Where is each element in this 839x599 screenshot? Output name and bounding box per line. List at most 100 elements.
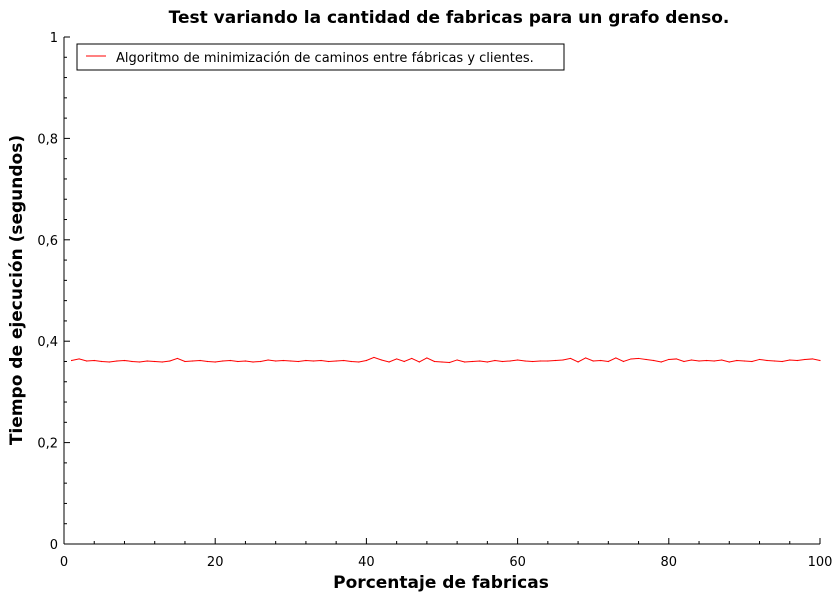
- data-point: [335, 360, 337, 362]
- plot-area: [63, 37, 820, 545]
- x-axis-label: Porcentaje de fabricas: [333, 573, 549, 593]
- data-point: [706, 359, 708, 362]
- x-tick-label: 60: [509, 555, 526, 570]
- data-point: [305, 359, 307, 362]
- legend-box: [76, 43, 565, 71]
- data-point: [622, 360, 625, 363]
- data-point: [547, 360, 549, 362]
- data-point: [237, 360, 239, 363]
- data-point: [207, 360, 209, 363]
- data-point: [721, 359, 723, 361]
- data-point: [637, 357, 640, 360]
- data-point: [433, 360, 436, 363]
- y-tick-label: 0,6: [37, 234, 58, 249]
- data-point: [456, 359, 458, 361]
- data-point: [199, 359, 201, 362]
- data-point: [108, 361, 110, 363]
- data-point: [464, 361, 466, 363]
- data-point: [86, 360, 88, 362]
- data-point: [123, 359, 126, 362]
- data-point: [690, 359, 693, 361]
- legend: Algoritmo de minimización de caminos ent…: [76, 43, 565, 71]
- x-tick-label: 0: [60, 555, 68, 570]
- legend-label: Algoritmo de minimización de caminos ent…: [116, 51, 534, 66]
- data-point: [380, 359, 383, 361]
- data-point: [267, 359, 269, 361]
- data-point: [290, 360, 292, 362]
- x-axis: 0 20 40 60 80 100: [60, 538, 833, 570]
- data-point: [471, 360, 473, 363]
- data-point: [607, 360, 609, 363]
- data-point: [494, 359, 496, 362]
- data-point: [70, 359, 73, 362]
- data-point: [819, 359, 821, 362]
- data-point: [320, 359, 322, 362]
- y-axis-label: Tiempo de ejecución (segundos): [7, 135, 27, 445]
- chart-title: Test variando la cantidad de fabricas pa…: [169, 8, 730, 28]
- data-point: [524, 360, 526, 362]
- y-tick-label: 0,8: [37, 132, 58, 147]
- data-point: [585, 357, 587, 359]
- data-point: [479, 360, 481, 362]
- data-point: [698, 360, 700, 362]
- data-point: [396, 358, 398, 360]
- x-tick-label: 40: [358, 555, 375, 570]
- data-point: [743, 360, 746, 362]
- data-point: [388, 361, 390, 363]
- data-point: [728, 361, 730, 363]
- data-point: [569, 357, 572, 360]
- data-point: [486, 361, 488, 363]
- data-point: [93, 359, 95, 362]
- data-point: [350, 360, 352, 363]
- data-point: [176, 357, 178, 360]
- data-point: [653, 359, 655, 362]
- data-point: [577, 361, 579, 363]
- data-point: [713, 360, 715, 362]
- data-point: [229, 359, 231, 362]
- data-point: [804, 358, 806, 361]
- data-point: [600, 359, 602, 362]
- data-point: [365, 359, 367, 362]
- data-point: [312, 360, 315, 362]
- y-tick-label: 0,4: [37, 335, 58, 350]
- data-point: [161, 361, 163, 363]
- data-point: [154, 360, 156, 363]
- x-tick-label: 100: [808, 555, 833, 570]
- data-point: [562, 359, 564, 361]
- data-point: [539, 360, 541, 362]
- data-point: [758, 358, 761, 361]
- data-point: [592, 360, 594, 362]
- data-point: [774, 360, 776, 362]
- data-point: [411, 357, 413, 360]
- series-layer: [70, 356, 821, 364]
- data-point: [222, 360, 224, 362]
- data-point: [448, 361, 451, 364]
- y-axis: 0 0,2 0,4 0,6 0,8 1: [37, 31, 70, 553]
- data-point: [328, 360, 330, 363]
- data-point: [781, 360, 783, 363]
- data-point: [675, 358, 677, 360]
- data-point: [554, 359, 557, 362]
- data-point: [751, 360, 753, 363]
- data-point: [501, 360, 504, 363]
- data-point: [403, 360, 405, 363]
- data-point: [796, 359, 798, 362]
- data-point: [78, 358, 80, 360]
- data-point: [441, 361, 443, 363]
- data-point: [358, 361, 360, 363]
- data-point: [116, 360, 118, 362]
- data-point: [131, 360, 133, 363]
- data-point: [736, 359, 738, 362]
- data-point: [418, 361, 420, 363]
- data-point: [252, 361, 254, 363]
- x-tick-label: 20: [207, 555, 224, 570]
- data-point: [683, 360, 685, 363]
- data-point: [668, 358, 670, 361]
- data-point: [297, 360, 299, 363]
- data-point: [509, 360, 511, 362]
- data-point: [275, 360, 277, 362]
- data-point: [343, 359, 345, 362]
- data-point: [789, 359, 791, 361]
